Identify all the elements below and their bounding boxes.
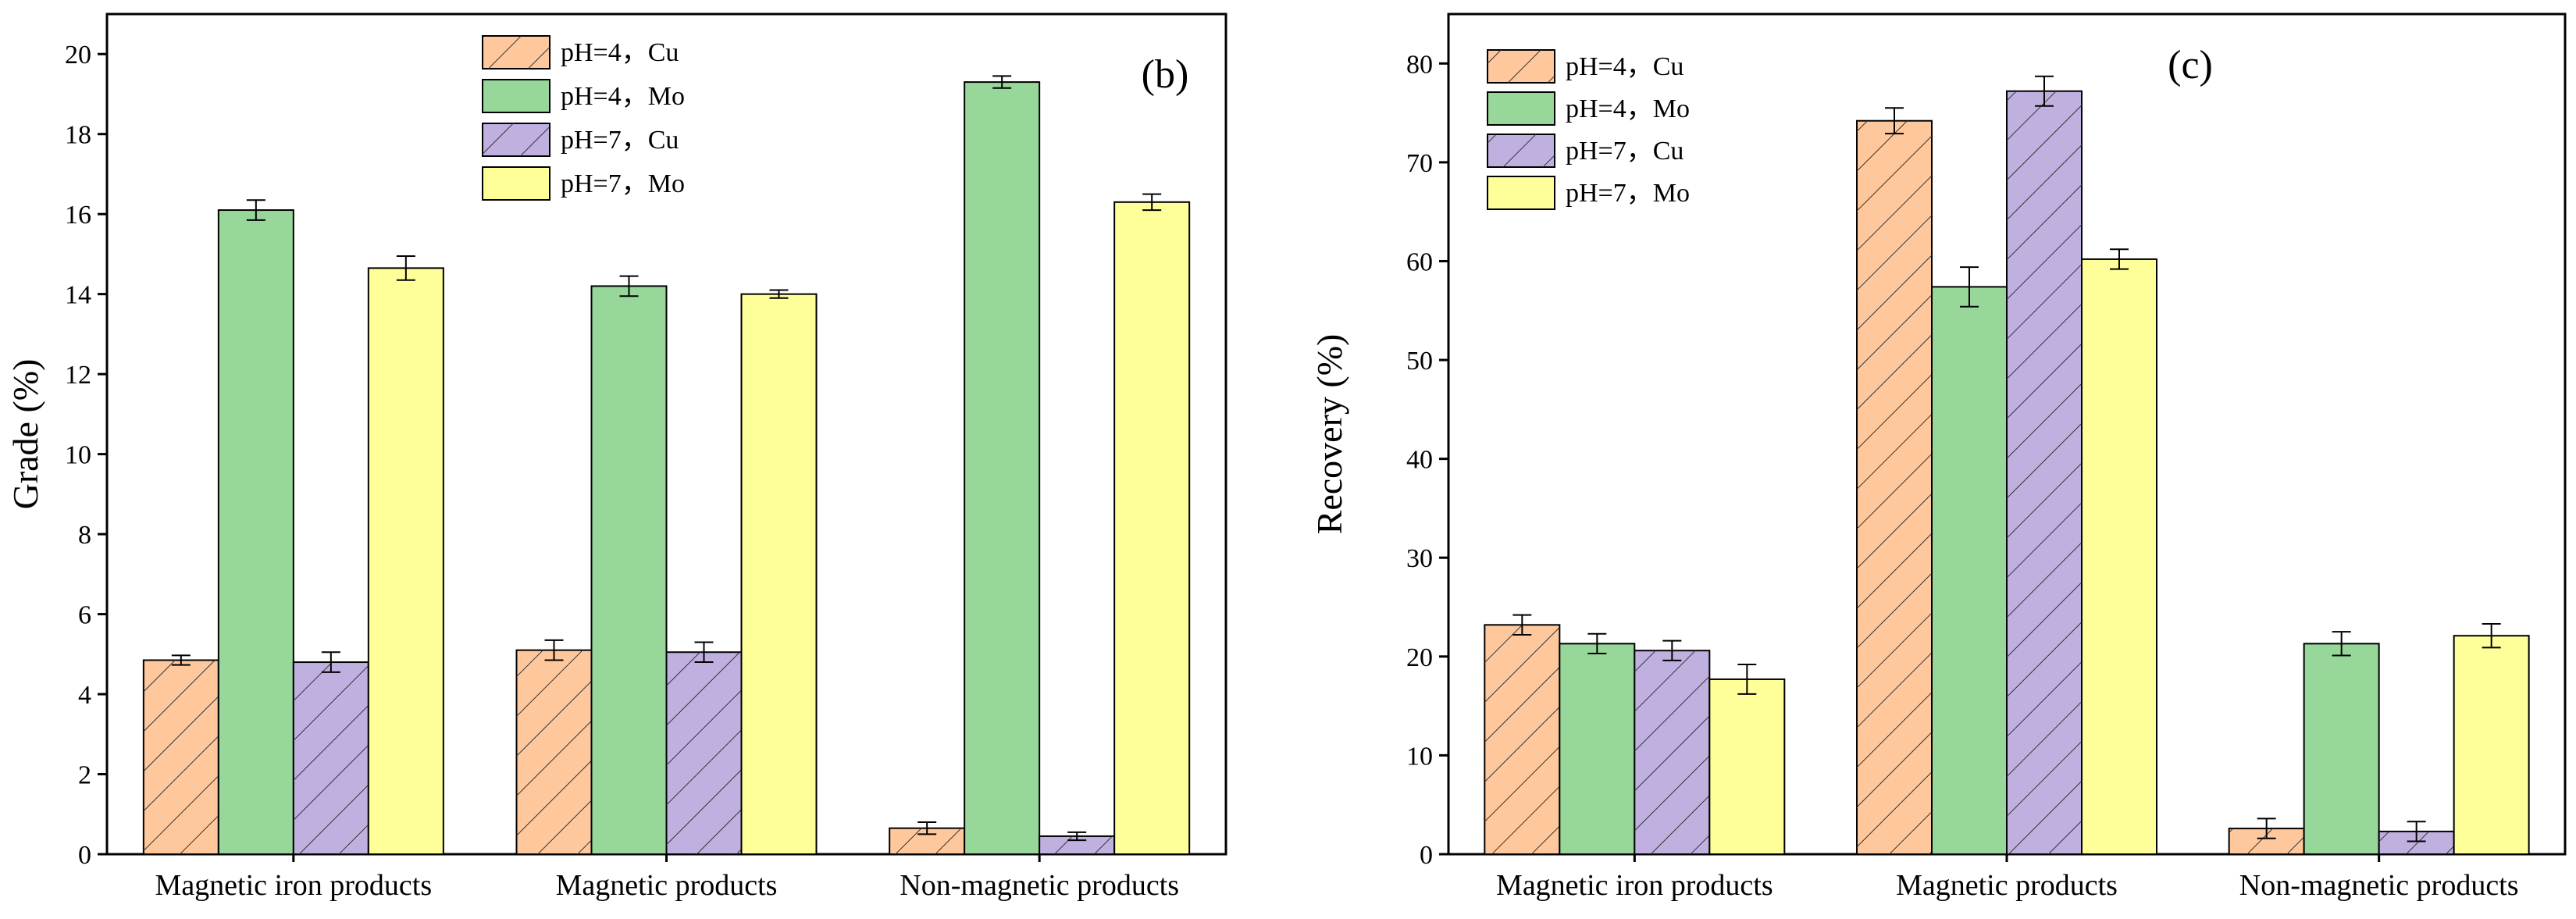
bar-grade-s1-c0 (217, 209, 294, 856)
bar-recovery-s1-c2 (2303, 643, 2380, 855)
bar-recovery-s1-c1 (1931, 286, 2008, 855)
bar-grade-s1-c2 (964, 81, 1041, 856)
chart-grade-panel: 0 2 4 6 8 10 12 14 16 18 20 Grade (%) Magnetic iron … (5, 12, 1227, 902)
y-tick-label: 50 (1406, 347, 1433, 376)
bar-recovery-s1-c0 (1559, 643, 1636, 855)
legend-swatch-hatch (483, 123, 550, 156)
y-tick-label: 20 (65, 41, 91, 69)
bar-grade-s3-c0 (367, 267, 444, 856)
legend-swatch-3 (482, 166, 550, 201)
bar-recovery-s3-c0 (1708, 678, 1786, 856)
bar-hatch-grade-s0-c0 (143, 660, 219, 854)
y-tick-label: 10 (1406, 742, 1433, 771)
legend-swatch-1 (482, 79, 550, 113)
y-tick-label: 0 (1420, 841, 1433, 870)
chart-recovery-panel: 0 10 20 30 40 50 60 70 80 Recovery (%) Magnetic ir… (1309, 12, 2567, 902)
bar-hatch-recovery-s2-c1 (2007, 91, 2082, 854)
legend-label-2: pH=7，Cu (1566, 137, 1683, 166)
bar-hatch-recovery-s2-c0 (1634, 650, 1710, 854)
panel-label: (c) (2168, 43, 2213, 87)
legend-label-1: pH=4，Mo (1566, 94, 1690, 123)
legend-label-0: pH=4，Cu (1566, 52, 1683, 81)
y-tick-label: 60 (1406, 248, 1433, 276)
y-tick-label: 4 (78, 681, 91, 710)
legend-label-3: pH=7，Mo (1566, 179, 1690, 208)
legend-swatch-1 (1487, 91, 1555, 126)
x-category-label: Non-magnetic products (2239, 869, 2519, 902)
y-tick-label: 80 (1406, 50, 1433, 79)
bar-hatch-grade-s2-c1 (666, 652, 742, 854)
y-tick-label: 8 (78, 521, 91, 550)
y-tick-label: 0 (78, 841, 91, 870)
bar-hatch-grade-s0-c1 (516, 650, 592, 854)
x-category-label: Magnetic iron products (1496, 869, 1773, 902)
x-category-label: Magnetic products (1896, 869, 2118, 902)
y-tick-label: 2 (78, 761, 91, 790)
y-tick-label: 18 (65, 121, 91, 150)
bar-hatch-grade-s2-c2 (1039, 835, 1115, 854)
legend-label-3: pH=7，Mo (561, 169, 685, 198)
y-tick-label: 20 (1406, 643, 1433, 672)
y-tick-label: 30 (1406, 544, 1433, 573)
bar-hatch-recovery-s0-c0 (1484, 625, 1560, 854)
y-axis-title: Grade (%) (5, 359, 45, 510)
legend-label-0: pH=4，Cu (561, 38, 679, 67)
legend-label-2: pH=7，Cu (561, 126, 679, 155)
bar-recovery-s3-c1 (2081, 258, 2157, 855)
x-category-label: Magnetic products (556, 869, 778, 902)
legend-swatch-3 (1487, 176, 1555, 210)
bar-recovery-s3-c2 (2453, 635, 2530, 855)
bar-grade-s1-c1 (590, 285, 668, 855)
y-tick-label: 6 (78, 601, 91, 630)
legend-swatch-hatch (1488, 50, 1555, 83)
bar-hatch-recovery-s0-c1 (1857, 120, 1932, 854)
bar-hatch-grade-s2-c0 (293, 662, 369, 854)
y-tick-label: 10 (65, 441, 91, 470)
y-tick-label: 40 (1406, 446, 1433, 475)
panel-label: (b) (1142, 52, 1189, 97)
x-category-label: Non-magnetic products (900, 869, 1179, 902)
y-axis-title: Recovery (%) (1309, 334, 1349, 535)
y-tick-label: 12 (65, 361, 91, 390)
x-category-label: Magnetic iron products (155, 869, 433, 902)
legend-label-1: pH=4，Mo (561, 82, 685, 111)
legend-swatch-hatch (1488, 134, 1555, 167)
bar-grade-s3-c2 (1113, 201, 1191, 856)
y-tick-label: 70 (1406, 149, 1433, 178)
y-tick-label: 16 (65, 201, 91, 230)
y-tick-label: 14 (65, 281, 91, 310)
bar-grade-s3-c1 (740, 293, 818, 855)
legend-swatch-hatch (483, 36, 550, 69)
